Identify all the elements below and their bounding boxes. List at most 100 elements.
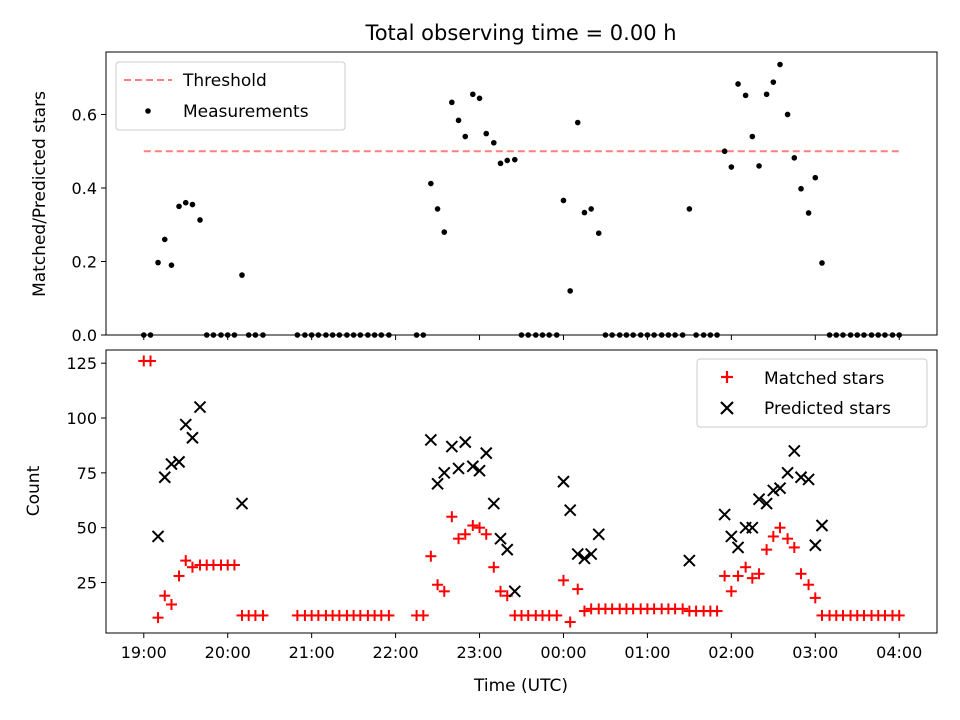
predicted-star-stroke [452,462,465,475]
measurement-point [574,119,581,126]
matched-star-marker [159,590,171,602]
bottom-x-tick-label: 00:00 [540,643,586,662]
matched-star-marker [446,511,458,523]
predicted-star-stroke [438,466,451,480]
matched-star-marker [459,528,471,540]
measurement-point [581,209,588,216]
predicted-star-marker [718,508,731,521]
matched-star-marker [740,561,752,573]
predicted-star-stroke [165,457,178,471]
predicted-star-stroke [725,530,738,543]
matched-star-marker [711,605,723,617]
measurement-point [189,201,196,208]
predicted-star-marker [193,400,207,414]
top-legend: Threshold Measurements [115,61,346,131]
measurement-point [239,272,245,278]
bottom-x-tick-label: 21:00 [289,643,335,662]
predicted-star-stroke [683,554,696,567]
predicted-star-marker [563,503,577,517]
predicted-star-stroke [487,497,501,510]
predicted-star-stroke [563,503,577,517]
predicted-star-stroke [718,508,731,521]
bottom-x-tick-label: 04:00 [876,643,922,662]
measurement-point [441,229,448,235]
predicted-star-stroke [767,484,780,497]
predicted-star-marker [788,444,801,458]
predicted-star-marker [592,528,605,541]
bottom-x-axis-label: Time (UTC) [473,676,568,696]
top-axes: 0.0 0.2 0.4 0.6 [72,105,900,345]
predicted-star-stroke [760,497,773,510]
matched-star-marker [677,603,689,615]
predicted-star-marker [752,492,766,506]
matched-star-marker [809,592,821,604]
predicted-star-stroke [752,492,766,506]
predicted-star-marker [494,532,507,545]
matched-star-marker [432,579,444,591]
matched-star-marker [774,522,786,534]
measurement-point [791,155,798,161]
predicted-star-marker [158,471,171,484]
matched-star-marker [564,616,576,628]
predicted-star-marker [424,433,438,447]
legend-threshold-label: Threshold [182,71,267,91]
matched-star-marker [795,568,807,580]
predicted-star-marker [501,543,514,556]
predicted-star-stroke [584,547,598,561]
predicted-star-stroke [186,431,199,444]
predicted-star-stroke [773,482,787,495]
bottom-axes-frame [105,349,938,634]
predicted-star-marker [473,464,486,477]
top-y-axis-label: Matched/Predicted stars [30,91,50,297]
predicted-star-stroke [788,444,801,458]
matched-star-marker [180,555,192,567]
measurement-point [168,262,175,268]
measurement-point [819,260,825,266]
predicted-star-marker [557,475,570,488]
predicted-star-marker [452,462,465,475]
predicted-star-marker [746,521,759,534]
matched-star-marker [719,570,731,582]
measurement-point [511,156,518,163]
predicted-star-stroke [781,466,794,480]
predicted-star-stroke [459,435,472,449]
predicted-star-marker [773,482,787,495]
legend-predicted-swatch [720,401,734,415]
predicted-star-marker [186,431,199,444]
matched-star-marker [186,561,198,573]
matched-star-marker [165,598,177,610]
bottom-axes: 19:00 20:00 21:00 22:00 23:00 00:00 01:00 02:00… [66,354,922,662]
predicted-star-stroke [466,460,480,473]
matched-star-marker [725,585,737,597]
predicted-star-marker [235,497,249,510]
predicted-star-stroke [151,530,165,543]
predicted-star-marker [480,446,493,460]
matched-star-marker [257,609,269,621]
measurement-point [812,174,819,181]
matched-star-marker [578,605,590,617]
bottom-x-tick-label: 03:00 [792,643,838,662]
predicted-star-marker [431,477,444,491]
predicted-star-marker [584,547,598,561]
predicted-star-marker [151,530,165,543]
top-y-tick-label: 0.0 [72,326,97,345]
bottom-legend-box [696,358,928,428]
measurement-point [770,79,777,85]
predicted-star-marker [815,519,829,532]
predicted-star-stroke [508,585,521,598]
matched-star-marker [152,612,164,624]
measurement-point [560,197,567,204]
matched-star-marker [732,570,744,582]
legend-matched-label: Matched stars [764,369,884,389]
top-y-tick-label: 0.4 [72,179,97,198]
measurement-point [784,111,791,118]
measurement-point [491,139,497,146]
measurement-point [497,160,504,167]
matched-star-marker [438,585,450,597]
predicted-star-stroke [193,400,207,414]
predicted-star-stroke [473,464,486,477]
predicted-star-stroke [731,541,745,554]
legend-measurements-label: Measurements [183,102,309,122]
matched-star-marker [383,609,395,621]
top-legend-box [115,61,346,131]
